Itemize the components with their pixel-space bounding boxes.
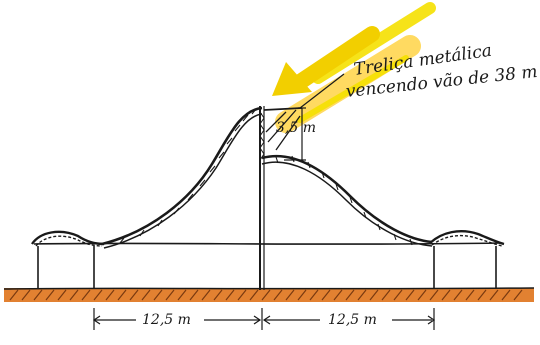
truss-diagonals [265, 109, 301, 151]
central-mast [259, 106, 265, 290]
left-main-roof-inner [103, 113, 263, 249]
right-main-roof [261, 154, 433, 247]
left-small-roof [31, 230, 105, 247]
right-small-roof-inner [431, 234, 503, 247]
arrow-head [272, 62, 312, 96]
arrow-shaft [292, 26, 380, 90]
right-main-roof-inner [261, 161, 433, 247]
ground [3, 287, 535, 302]
span-right-label: 12,5 m [328, 312, 377, 328]
height-label: 3,5 m [276, 120, 316, 136]
truss-top-chord [263, 107, 303, 111]
floor-line [33, 242, 501, 245]
ground-line [3, 287, 535, 290]
left-small-roof-inner [35, 235, 103, 247]
mast-zigzag [259, 111, 265, 161]
right-small-roof-outer [429, 230, 505, 246]
sun-ray-middle [275, 35, 421, 133]
arrow-icon [272, 26, 380, 96]
height-dimension [284, 107, 306, 161]
sun-ray-thin [297, 55, 409, 123]
ground-hatch [9, 289, 523, 301]
span-left-label: 12,5 m [142, 312, 191, 328]
left-main-roof-outer [101, 106, 263, 246]
span-dimensions [92, 308, 436, 330]
right-main-roof-outer [261, 154, 433, 244]
columns [37, 246, 497, 288]
metal-truss [263, 73, 345, 151]
left-main-roof [101, 106, 263, 249]
right-main-roof-hatch [275, 155, 413, 246]
left-small-roof-outer [31, 230, 105, 246]
right-small-roof [429, 230, 505, 247]
span-arrowheads [92, 315, 436, 325]
truss-leader [299, 73, 345, 109]
left-main-roof-hatch [119, 108, 257, 244]
